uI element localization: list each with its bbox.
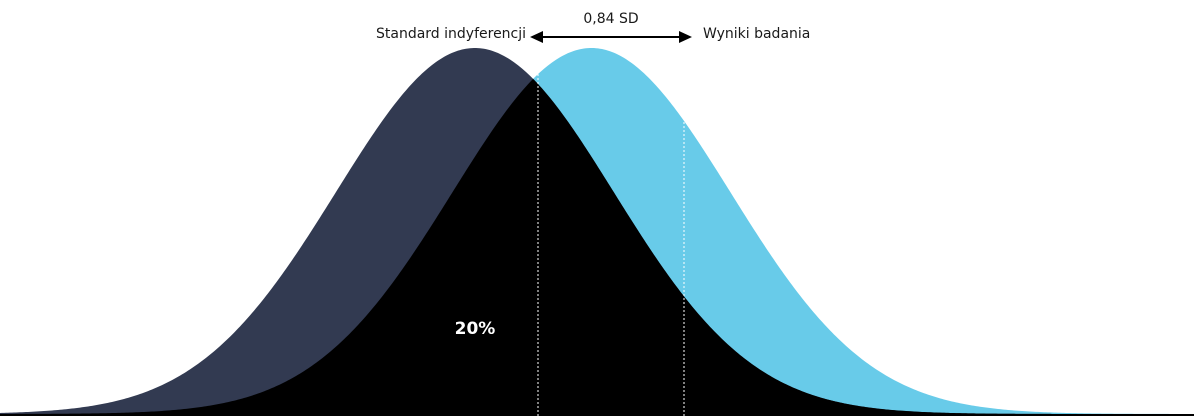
arrow-left-icon bbox=[530, 31, 543, 43]
arrow-right-icon bbox=[679, 31, 692, 43]
overlap-region bbox=[0, 48, 1194, 416]
overlap-percent-label: 20% bbox=[455, 319, 496, 339]
difference-label: 0,84 SD bbox=[583, 11, 638, 27]
difference-arrow bbox=[530, 31, 692, 43]
results-label: Wyniki badania bbox=[703, 26, 810, 42]
indifference-label: Standard indyferencji bbox=[376, 26, 526, 42]
